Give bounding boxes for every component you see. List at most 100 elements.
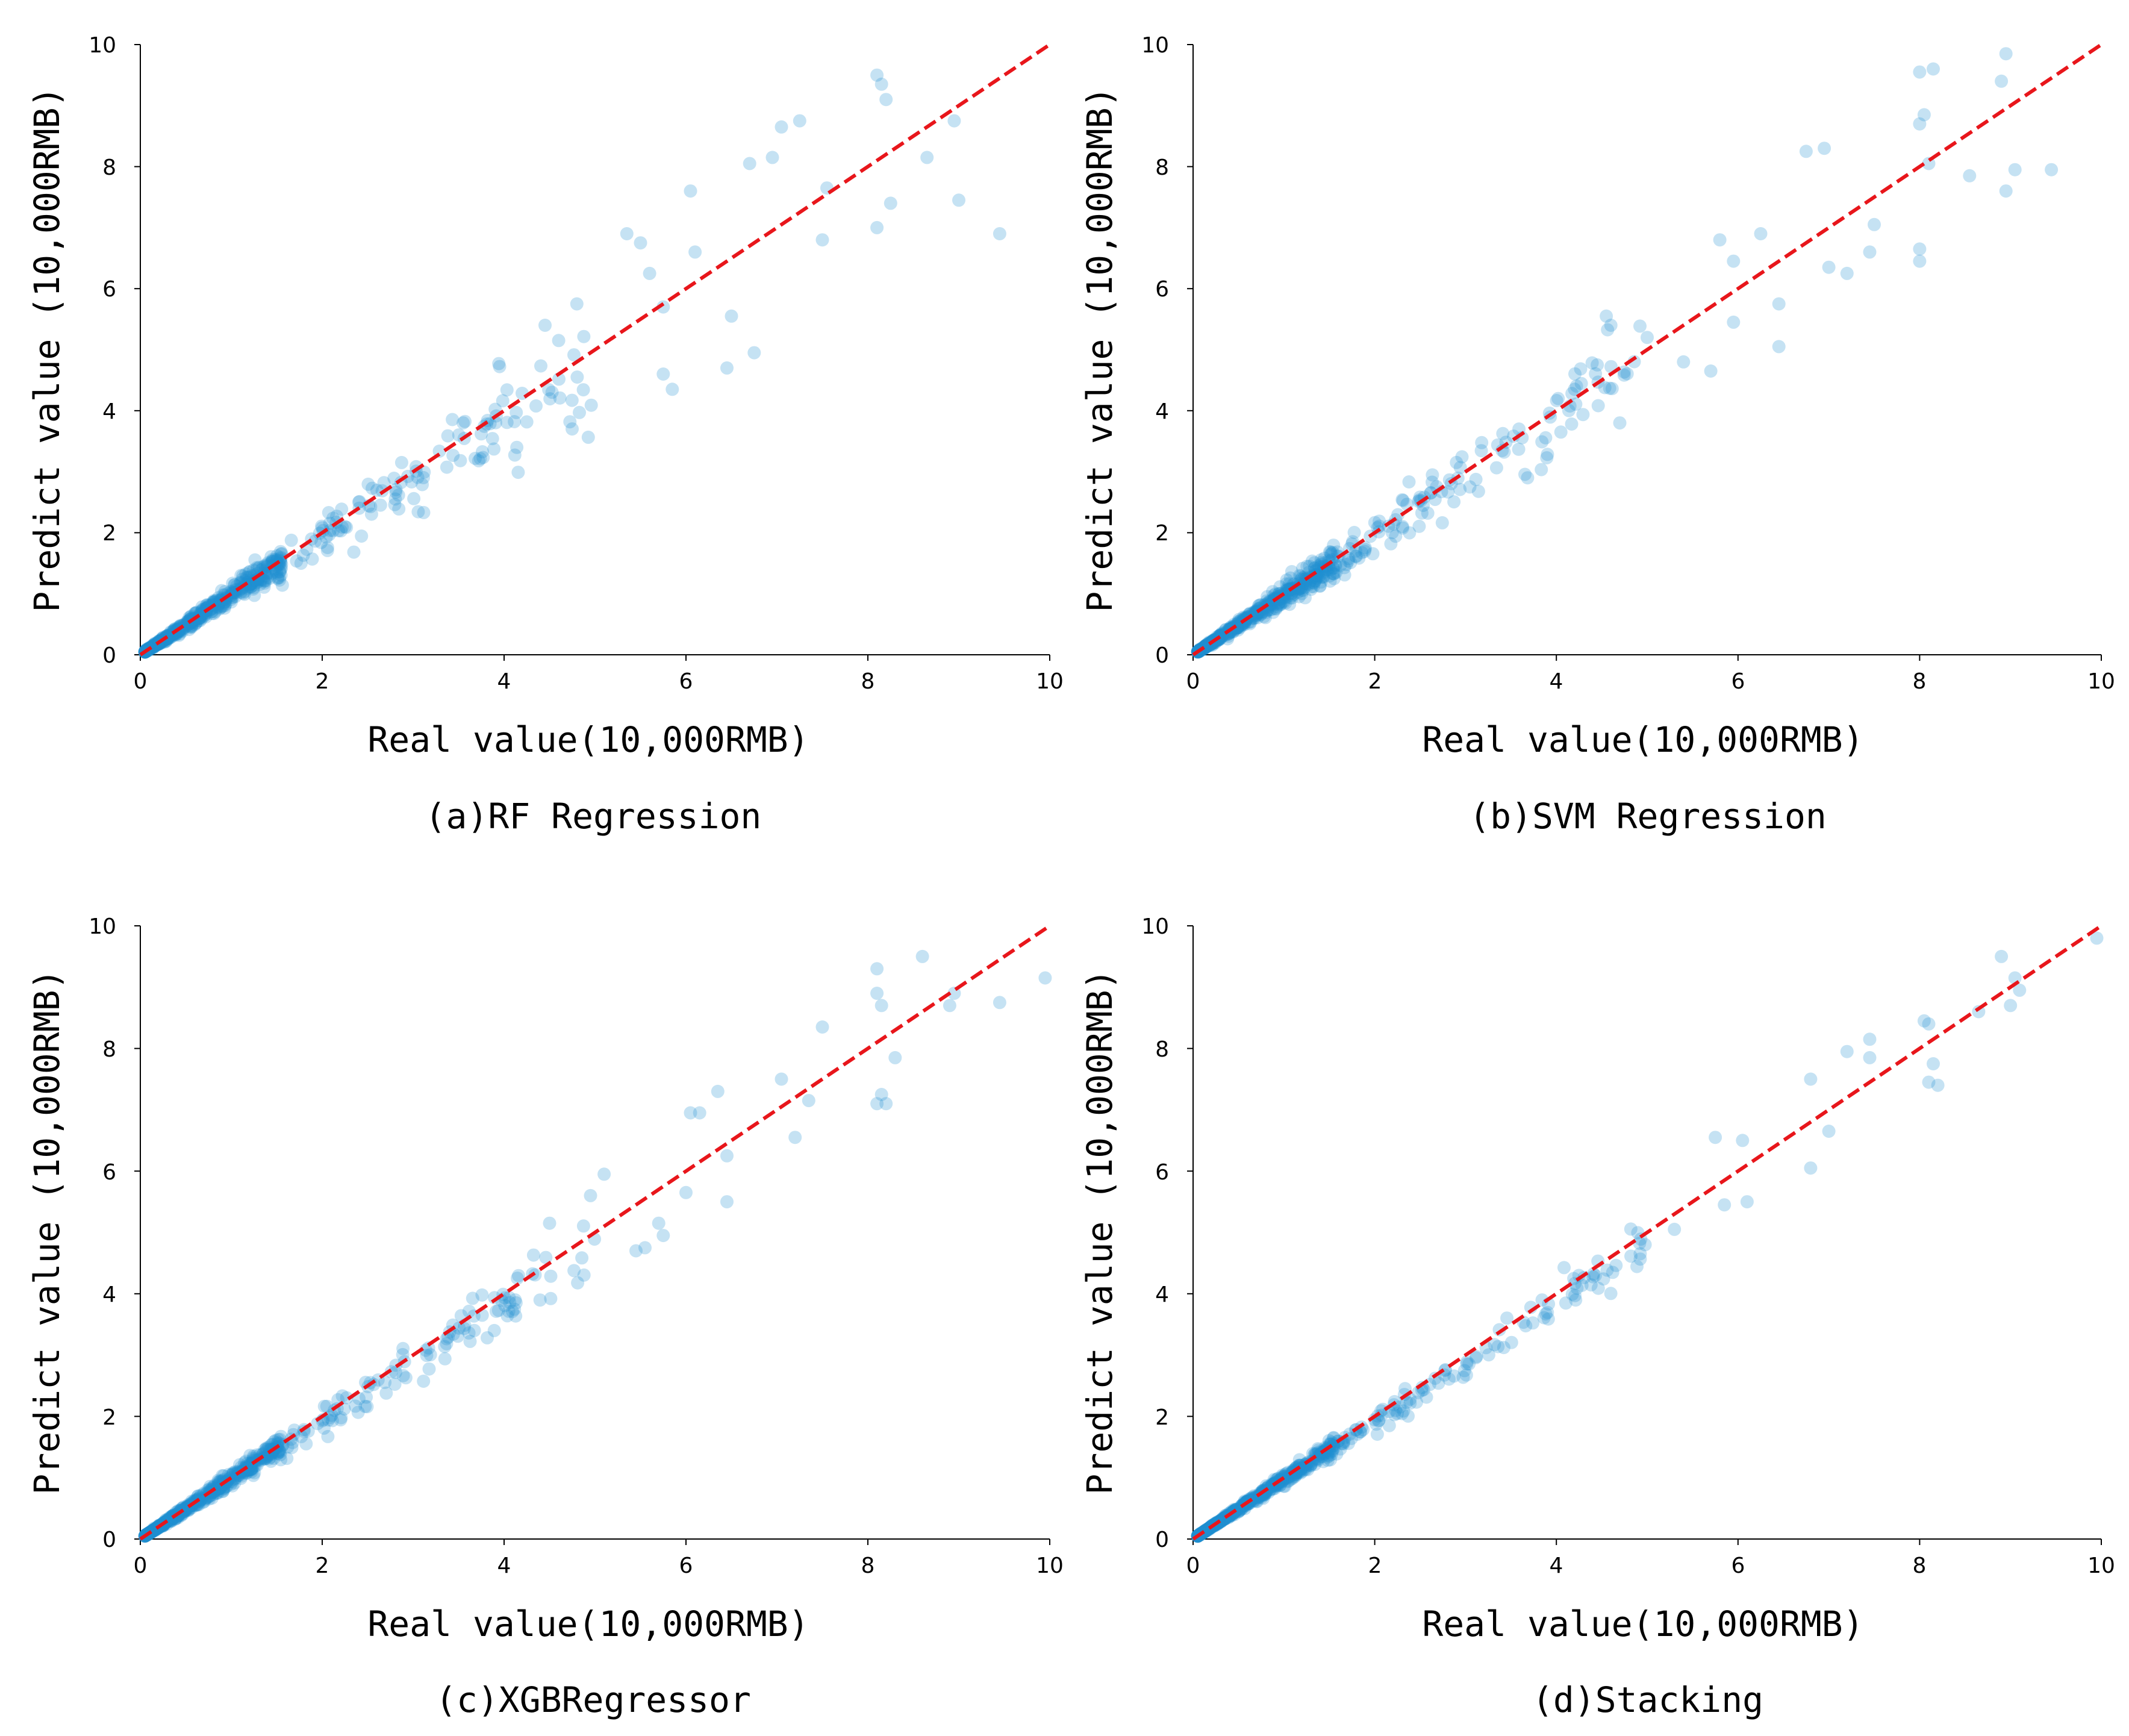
data-point — [1215, 630, 1229, 644]
panel-b-ytick-10: 10 — [1141, 33, 1169, 58]
data-point — [1518, 467, 1532, 481]
data-point — [440, 460, 454, 474]
data-point — [1213, 632, 1226, 646]
data-point — [476, 445, 489, 458]
data-point — [210, 593, 223, 607]
data-point — [245, 1462, 258, 1476]
data-point — [565, 393, 579, 407]
data-point — [1736, 1134, 1750, 1147]
data-point — [679, 1185, 693, 1199]
data-point — [1541, 1312, 1555, 1326]
panel-a-xtick-10: 10 — [1036, 669, 1064, 694]
data-point — [394, 455, 408, 469]
panel-a-xtick-4: 4 — [497, 669, 511, 694]
data-point — [1296, 572, 1310, 586]
data-point — [1574, 362, 1588, 376]
data-point — [258, 558, 272, 572]
data-point — [261, 570, 274, 584]
data-point — [1312, 1445, 1326, 1459]
data-point — [1402, 475, 1416, 489]
data-point — [1298, 1463, 1312, 1476]
data-point — [1600, 1263, 1614, 1277]
data-point — [888, 1051, 902, 1064]
data-point — [1219, 623, 1233, 637]
data-point — [512, 1269, 525, 1282]
data-point — [245, 1463, 258, 1477]
data-point — [1388, 1408, 1401, 1422]
data-point — [1262, 598, 1276, 612]
data-point — [1641, 331, 1654, 345]
data-point — [510, 405, 523, 419]
data-point — [178, 621, 191, 635]
data-point — [285, 1441, 299, 1455]
data-point — [260, 567, 274, 581]
panel-d-ytick-8: 8 — [1155, 1037, 1169, 1062]
data-point — [1296, 584, 1310, 598]
data-point — [223, 1475, 237, 1488]
data-point — [1482, 1348, 1495, 1362]
data-point — [506, 1305, 519, 1319]
data-point — [1231, 620, 1245, 634]
data-point — [272, 557, 285, 571]
data-point — [1512, 442, 1526, 456]
panel-b-ytick-2: 2 — [1155, 521, 1169, 546]
data-point — [500, 1309, 514, 1323]
data-point — [263, 1443, 276, 1457]
data-point — [1617, 368, 1631, 382]
data-point — [1257, 610, 1271, 623]
data-point — [508, 448, 522, 462]
panel-b-xtick-10: 10 — [2087, 669, 2115, 694]
data-point — [1432, 1376, 1445, 1390]
data-point — [920, 151, 934, 164]
data-point — [1539, 1307, 1553, 1321]
data-point — [207, 595, 221, 608]
data-point — [1627, 355, 1641, 369]
data-point — [1569, 1293, 1583, 1307]
data-point — [163, 631, 176, 645]
data-point — [1312, 561, 1326, 575]
data-point — [629, 1244, 643, 1258]
data-point — [422, 1362, 436, 1376]
data-point — [1326, 567, 1339, 581]
data-point — [1475, 436, 1489, 449]
data-point — [1382, 1419, 1396, 1432]
data-point — [693, 1106, 706, 1120]
data-point — [1298, 1460, 1312, 1474]
data-point — [274, 568, 288, 582]
data-point — [1358, 543, 1372, 557]
data-point — [317, 1399, 331, 1413]
data-point — [198, 609, 211, 623]
data-point — [1295, 587, 1309, 601]
data-point — [358, 1399, 372, 1413]
data-point — [1535, 1293, 1549, 1307]
data-point — [1269, 602, 1283, 616]
panel-a-ytick-0: 0 — [102, 643, 116, 668]
data-point — [502, 1291, 516, 1305]
data-point — [1460, 1357, 1474, 1371]
data-point — [243, 1449, 257, 1463]
panel-a-xtick-0: 0 — [134, 669, 148, 694]
data-point — [1318, 551, 1332, 565]
data-point — [1214, 1514, 1228, 1528]
panel-d-xtick-4: 4 — [1550, 1553, 1563, 1578]
data-point — [190, 605, 204, 619]
data-point — [257, 573, 271, 587]
data-point — [234, 569, 248, 582]
data-point — [244, 579, 258, 593]
data-point — [1597, 1272, 1610, 1286]
data-point — [256, 562, 270, 576]
data-point — [208, 1478, 221, 1492]
panel-c-xtick-0: 0 — [134, 1553, 148, 1578]
data-point — [656, 300, 670, 314]
data-point — [1342, 1437, 1355, 1450]
data-point — [240, 570, 254, 584]
data-point — [1438, 1364, 1452, 1378]
data-point — [775, 120, 788, 134]
data-point — [208, 595, 222, 608]
data-point — [1605, 382, 1619, 396]
data-point — [311, 1417, 325, 1431]
data-point — [1428, 493, 1442, 507]
data-point — [666, 382, 679, 396]
data-point — [584, 1188, 597, 1202]
data-point — [417, 1375, 431, 1388]
